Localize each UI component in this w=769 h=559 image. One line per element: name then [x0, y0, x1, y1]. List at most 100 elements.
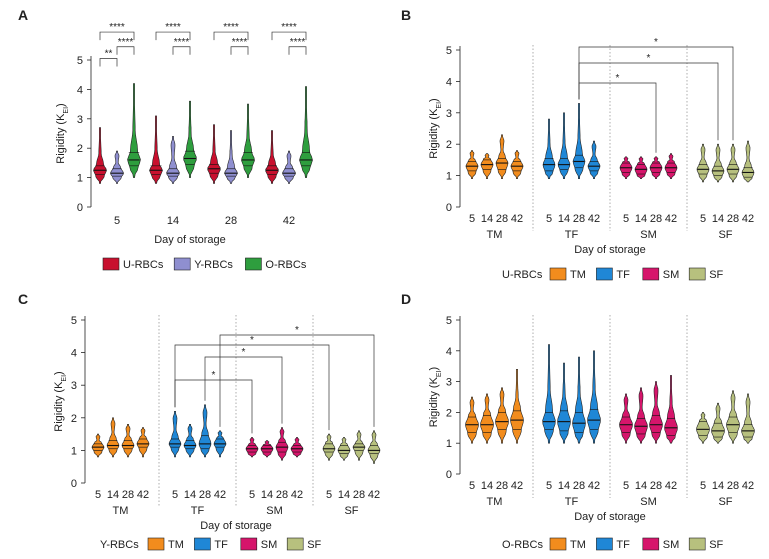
violin [542, 344, 556, 444]
y-tick-label: 2 [446, 139, 452, 151]
legend-label: SF [307, 539, 321, 551]
y-tick-label: 0 [446, 469, 452, 481]
x-tick-label: 5 [546, 213, 552, 225]
panel-letter: B [401, 7, 411, 23]
legend-swatch [642, 537, 660, 551]
significance-label: **** [290, 37, 306, 48]
violin [110, 150, 124, 184]
significance-label: **** [118, 37, 134, 48]
x-axis-label: Day of storage [200, 520, 272, 532]
x-tick-label: 5 [700, 480, 706, 492]
x-tick-label: 42 [588, 213, 600, 225]
legend-label: SF [709, 269, 723, 281]
significance-bracket [219, 334, 375, 427]
significance-bracket [116, 46, 135, 55]
violin [480, 153, 494, 180]
violin [495, 387, 509, 444]
y-tick-label: 1 [446, 171, 452, 183]
violin [711, 143, 725, 183]
violin [106, 417, 120, 458]
violin [741, 140, 755, 183]
y-tick-label: 0 [71, 478, 77, 490]
y-tick-label: 3 [446, 377, 452, 389]
x-tick-label: 42 [137, 489, 149, 501]
violin [207, 124, 221, 184]
significance-bracket [155, 31, 191, 41]
legend-swatch [549, 537, 567, 551]
y-tick-label: 5 [446, 45, 452, 57]
x-tick-label: 14 [107, 489, 119, 501]
y-tick-label: 3 [77, 114, 83, 126]
violin [572, 356, 586, 444]
significance-bracket [174, 344, 330, 431]
violin [198, 404, 212, 458]
legend-label: SM [663, 539, 680, 551]
violin [649, 381, 663, 444]
y-tick-label: 3 [71, 380, 77, 392]
x-tick-label: 5 [469, 480, 475, 492]
violin [183, 100, 197, 178]
group-label: TF [565, 229, 579, 241]
significance-label: * [295, 325, 299, 336]
group-label: TM [113, 505, 129, 517]
legend-title: O-RBCs [502, 539, 543, 551]
x-tick-label: 28 [496, 213, 508, 225]
violin [136, 427, 150, 458]
x-tick-label: 42 [511, 213, 523, 225]
significance-label: **** [109, 22, 125, 33]
violin [664, 153, 678, 180]
violin [696, 412, 710, 444]
x-tick-label: 42 [511, 480, 523, 492]
violin [587, 140, 601, 180]
violin [664, 375, 678, 444]
x-tick-label: 5 [95, 489, 101, 501]
x-tick-label: 14 [338, 489, 350, 501]
x-tick-label: 28 [199, 489, 211, 501]
panel-letter: A [18, 7, 28, 23]
violin [696, 143, 710, 183]
violin [299, 86, 313, 178]
significance-label: * [212, 370, 216, 381]
x-axis-label: Day of storage [574, 511, 646, 523]
panel-letter: C [18, 291, 28, 307]
group-label: TM [487, 229, 503, 241]
significance-label: * [647, 53, 651, 64]
significance-label: ** [105, 49, 113, 60]
x-tick-label: 28 [225, 215, 237, 227]
violin [480, 393, 494, 444]
legend-swatch [147, 537, 165, 551]
group-label: SF [718, 496, 732, 508]
legend-title: Y-RBCs [100, 539, 139, 551]
legend-label: TM [570, 269, 586, 281]
significance-bracket [99, 31, 135, 41]
x-tick-label: 14 [635, 480, 647, 492]
x-tick-label: 14 [481, 213, 493, 225]
violin [557, 362, 571, 444]
x-tick-label: 14 [635, 213, 647, 225]
x-tick-label: 5 [326, 489, 332, 501]
significance-label: **** [281, 22, 297, 33]
y-tick-label: 2 [77, 143, 83, 155]
violin [290, 437, 304, 458]
legend-swatch [642, 267, 660, 281]
x-tick-label: 5 [623, 213, 629, 225]
legend-label: SM [261, 539, 278, 551]
group-label: SF [718, 229, 732, 241]
violin [495, 134, 509, 180]
significance-bracket [230, 46, 249, 55]
violin [619, 393, 633, 444]
legend-swatch [240, 537, 258, 551]
y-tick-label: 2 [446, 407, 452, 419]
y-tick-label: 2 [71, 413, 77, 425]
violin [245, 437, 259, 458]
x-tick-label: 42 [742, 480, 754, 492]
legend-label: TM [570, 539, 586, 551]
significance-bracket [174, 379, 253, 434]
violin [166, 136, 180, 184]
x-tick-label: 5 [249, 489, 255, 501]
x-tick-label: 28 [573, 480, 585, 492]
violin [572, 103, 586, 180]
legend-swatch [194, 537, 211, 551]
